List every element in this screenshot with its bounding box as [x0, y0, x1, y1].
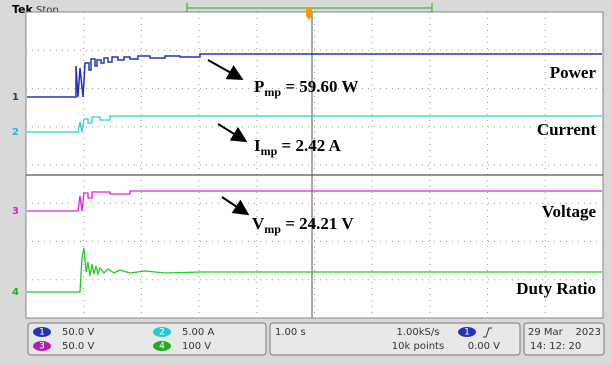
trace-label: Voltage: [542, 202, 597, 221]
record-length: 10k points: [392, 341, 444, 352]
subscript: mp: [264, 85, 281, 99]
channel-number: 4: [159, 342, 165, 352]
value: = 24.21 V: [281, 214, 354, 233]
channel-marker: 3: [12, 206, 19, 217]
value: = 59.60 W: [281, 77, 358, 96]
channel-marker: 2: [12, 127, 19, 138]
date: 29 Mar: [528, 327, 564, 338]
channel-scale: 50.0 V: [62, 341, 94, 352]
channel-scale: 50.0 V: [62, 327, 94, 338]
trace-label: Duty Ratio: [516, 279, 596, 298]
channel-number: 1: [39, 328, 45, 338]
channel-scale: 5.00 A: [182, 327, 214, 338]
channel-marker: 4: [12, 287, 19, 298]
page: {"header":{"brand":"Tek","status":"Stop"…: [0, 0, 612, 365]
trace-label: Power: [550, 63, 597, 82]
trigger-source: 1: [464, 328, 470, 338]
subscript: mp: [264, 222, 281, 236]
trigger-level: 0.00 V: [468, 341, 500, 352]
year: 2023: [576, 327, 601, 338]
time: 14: 12: 20: [530, 341, 581, 352]
channel-number: 3: [39, 342, 45, 352]
symbol: V: [252, 214, 265, 233]
subscript: mp: [261, 144, 278, 158]
channel-scale: 100 V: [182, 341, 211, 352]
channel-number: 2: [159, 328, 165, 338]
channel-marker: 1: [12, 92, 19, 103]
symbol: P: [254, 77, 264, 96]
scope-screen: Tek Stop 1 2 3 4 Power Current Voltage D…: [0, 0, 612, 365]
timebase: 1.00 s: [275, 327, 306, 338]
value: = 2.42 A: [277, 136, 341, 155]
sample-rate: 1.00kS/s: [397, 327, 440, 338]
trace-label: Current: [537, 120, 597, 139]
